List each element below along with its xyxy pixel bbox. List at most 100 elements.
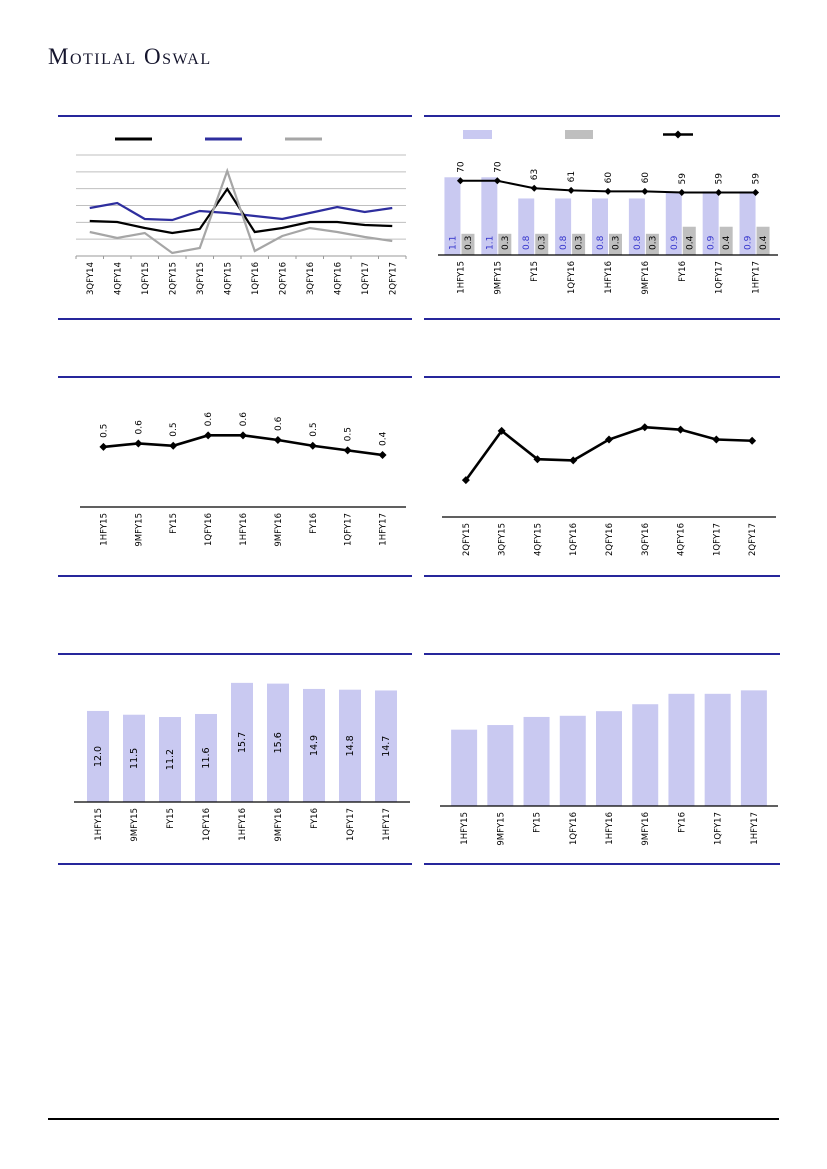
diamond-marker (239, 431, 247, 440)
line-value-label: 59 (678, 173, 688, 185)
bar (375, 690, 397, 802)
x-axis-label: 4QFY15 (223, 262, 233, 295)
diamond-marker (378, 451, 387, 459)
bar-gray (682, 226, 696, 255)
line-value-label: 70 (493, 161, 503, 173)
x-axis-label: 1QFY16 (569, 523, 579, 556)
x-axis-label: 1HFY16 (605, 812, 615, 845)
bar (596, 711, 622, 806)
x-axis-label: 9MFY16 (274, 513, 284, 547)
x-axis-label: 3QFY14 (86, 262, 96, 295)
bar-label-gray: 0.3 (575, 236, 585, 250)
bar-chart: 1HFY15 9MFY15 FY15 1QFY16 1HFY16 9MFY16 FY16 1Q… (440, 690, 778, 846)
bar-label-lavender: 0.9 (670, 235, 680, 250)
diamond-marker (640, 423, 649, 432)
bar-lavender (702, 191, 719, 255)
bar-label-lavender: 0.8 (596, 235, 606, 250)
bar-label: 15.6 (273, 732, 284, 753)
line-chart: 2QFY15 3QFY15 4QFY15 1QFY16 2QFY16 3QFY16 4QFY… (442, 423, 776, 556)
x-axis-label: 3QFY15 (498, 523, 508, 556)
bar-label-lavender: 0.8 (559, 235, 569, 250)
line-value-label: 70 (456, 161, 466, 173)
diamond-marker (169, 441, 178, 450)
bar-label-gray: 0.3 (501, 236, 511, 250)
diamond-marker (204, 431, 213, 440)
bar (668, 693, 695, 806)
x-axis-label: FY15 (166, 808, 176, 829)
bar-label: 14.7 (381, 736, 392, 757)
diamond-marker (308, 441, 317, 450)
x-axis-label: 4QFY14 (113, 262, 123, 295)
bar-label: 11.5 (129, 748, 140, 769)
line-chart: 0.5 0.6 0.5 0.6 0.6 0.6 0.5 0.5 0.4 1HFY15 9MFY15 F… (80, 412, 406, 547)
bar (523, 716, 550, 806)
x-axis-label: 3QFY15 (196, 262, 206, 295)
x-axis-label: 2QFY15 (462, 523, 472, 556)
legend-swatch-lavender (463, 130, 492, 139)
diamond-marker (752, 188, 760, 196)
point-label: 0.6 (239, 412, 249, 427)
x-axis-label: 9MFY15 (493, 261, 503, 295)
chart-panel-trend-line: 2QFY15 3QFY15 4QFY15 1QFY16 2QFY16 3QFY16 4QFY… (424, 376, 780, 577)
bar (87, 710, 109, 802)
x-axis-label: 1QFY16 (251, 262, 261, 295)
bar-lavender (592, 198, 608, 255)
diamond-marker (678, 188, 686, 196)
line-value-label: 61 (567, 171, 577, 182)
chart-panel-multi-line: 3QFY14 4QFY14 1QFY15 2QFY15 3QFY15 4QFY15 1QFY… (58, 115, 412, 320)
x-axis-label: 1QFY17 (344, 513, 354, 546)
x-axis-label: 2QFY17 (388, 262, 398, 295)
diamond-marker (569, 456, 578, 465)
x-axis-label: 1QFY16 (567, 261, 577, 294)
bar (123, 714, 145, 802)
diamond-marker (493, 177, 501, 185)
diamond-marker (99, 442, 108, 451)
bar-gray (719, 226, 733, 255)
x-axis-label: FY15 (169, 513, 179, 534)
diamond-marker (605, 435, 613, 444)
line-value-label: 59 (715, 173, 725, 185)
diamond-marker (456, 177, 464, 185)
chart-panel-bar-line-combo: 1.1 0.3 1.1 0.3 0.8 0.3 0.8 0.3 0.8 0.3 0.8 0.3 0.9 0… (424, 115, 780, 320)
bar-label-gray: 0.4 (685, 235, 695, 250)
x-axis-label: 3QFY16 (641, 523, 651, 556)
x-axis-label: 1QFY16 (569, 812, 579, 845)
x-axis-label: 1QFY17 (715, 261, 725, 294)
legend-swatch-gray (565, 130, 593, 139)
bar-gray (756, 226, 770, 255)
x-axis-label: 1QFY15 (141, 262, 151, 295)
bar-label-gray: 0.3 (648, 236, 658, 250)
line-series-navy (89, 201, 393, 222)
x-axis-label: 9MFY15 (130, 808, 140, 842)
bar (632, 704, 659, 806)
x-axis-label: FY16 (677, 812, 687, 833)
x-axis-label: 4QFY16 (677, 523, 687, 556)
line-value-label: 60 (604, 172, 614, 184)
line-series (464, 425, 753, 481)
x-axis-label: 9MFY16 (274, 808, 284, 842)
line-value-label: 63 (530, 169, 540, 180)
line-series-gray (89, 167, 393, 255)
bar-lavender (739, 191, 756, 255)
diamond-marker (530, 184, 538, 192)
diamond-marker (676, 425, 685, 434)
x-axis-label: FY16 (309, 513, 319, 534)
line-value-label: 60 (641, 172, 651, 184)
point-label: 0.5 (309, 422, 319, 436)
x-axis-label: 9MFY16 (641, 812, 651, 846)
x-axis-label: 4QFY16 (333, 262, 343, 295)
bar-label-lavender: 0.8 (522, 235, 532, 250)
x-axis-label: 1HFY15 (460, 812, 470, 845)
diamond-marker (273, 435, 282, 444)
x-axis-label: 1HFY17 (382, 808, 392, 841)
bar-lavender (665, 191, 682, 255)
bar-gray (609, 233, 622, 255)
x-axis-label: 1HFY15 (456, 261, 466, 294)
bar-label-gray: 0.4 (759, 235, 769, 250)
point-label: 0.6 (204, 412, 214, 427)
bar-lavender (518, 198, 535, 255)
brand-logo: Motilal Oswal (48, 44, 212, 69)
x-axis-label: 2QFY16 (278, 262, 288, 295)
bar-gray (498, 233, 512, 255)
